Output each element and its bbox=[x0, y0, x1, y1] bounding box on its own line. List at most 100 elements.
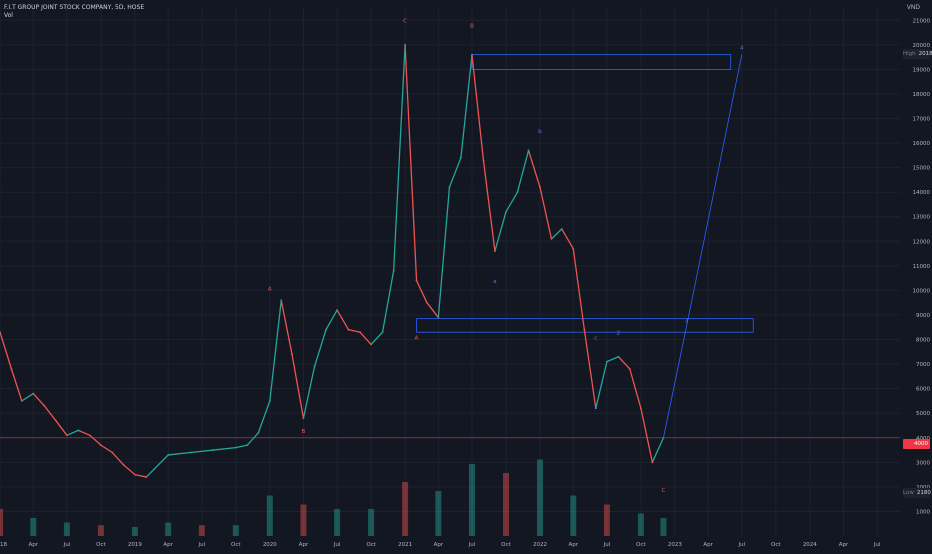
x-tick-label: Apr bbox=[163, 542, 173, 548]
price-point bbox=[189, 451, 192, 454]
price-point bbox=[268, 400, 271, 402]
y-tick-label: 13000 bbox=[913, 215, 931, 221]
price-segment bbox=[55, 419, 68, 436]
price-segment bbox=[167, 451, 192, 456]
volume-bar bbox=[603, 504, 610, 536]
price-segment bbox=[145, 454, 169, 478]
x-tick-label: Oct bbox=[366, 542, 376, 548]
price-segment bbox=[539, 186, 553, 240]
price-segment bbox=[43, 405, 57, 422]
price-point bbox=[347, 328, 350, 331]
price-point bbox=[516, 191, 519, 194]
price-segment bbox=[212, 446, 237, 451]
price-segment bbox=[347, 329, 361, 333]
wave-label: A bbox=[415, 336, 419, 342]
price-segment bbox=[606, 356, 620, 363]
price-point bbox=[617, 355, 620, 358]
price-point bbox=[65, 434, 68, 437]
price-segment bbox=[246, 432, 260, 446]
price-point bbox=[550, 237, 553, 240]
price-segment bbox=[190, 449, 214, 454]
price-point bbox=[302, 417, 305, 420]
price-point bbox=[111, 451, 114, 454]
price-zone-box bbox=[471, 54, 732, 70]
volume-legend: Vol bbox=[4, 12, 13, 19]
volume-bar bbox=[502, 473, 509, 536]
volume-bar bbox=[0, 509, 3, 536]
price-point bbox=[336, 309, 338, 311]
price-segment bbox=[505, 191, 519, 213]
price-segment bbox=[471, 54, 485, 161]
price-segment bbox=[66, 429, 80, 436]
price-point bbox=[404, 43, 406, 46]
price-point bbox=[359, 331, 361, 334]
volume-bar bbox=[165, 522, 172, 536]
price-point bbox=[640, 407, 642, 410]
volume-bar bbox=[198, 525, 205, 536]
projection-segment bbox=[685, 54, 743, 328]
price-point bbox=[32, 392, 35, 395]
price-point bbox=[482, 159, 485, 162]
wave-label: B bbox=[302, 429, 306, 435]
volume-bar bbox=[537, 459, 543, 536]
price-point bbox=[594, 407, 597, 410]
volume-bar bbox=[368, 509, 375, 536]
price-segment bbox=[527, 149, 541, 188]
y-tick-label: 18000 bbox=[913, 92, 931, 98]
low-label: Low bbox=[903, 490, 914, 496]
wave-label: 3 bbox=[685, 318, 689, 324]
price-segment bbox=[325, 309, 338, 331]
price-segment bbox=[21, 392, 34, 402]
price-segment bbox=[10, 368, 23, 402]
price-segment bbox=[302, 365, 316, 419]
price-point bbox=[20, 400, 23, 402]
price-segment bbox=[583, 329, 597, 409]
volume-bar bbox=[232, 525, 239, 536]
price-segment bbox=[336, 309, 350, 331]
price-segment bbox=[89, 434, 102, 446]
price-segment bbox=[235, 444, 248, 449]
price-point bbox=[560, 228, 563, 230]
price-segment bbox=[572, 248, 586, 331]
price-segment bbox=[77, 429, 91, 436]
price-segment bbox=[426, 302, 440, 319]
currency-label: VND bbox=[906, 4, 920, 11]
price-point bbox=[280, 299, 283, 302]
price-point bbox=[313, 365, 316, 368]
price-point bbox=[0, 331, 1, 334]
price-point bbox=[494, 250, 496, 253]
price-point bbox=[234, 446, 237, 449]
price-point bbox=[415, 279, 418, 282]
projection-segment bbox=[663, 327, 687, 438]
price-segment bbox=[257, 400, 271, 434]
price-segment bbox=[629, 368, 642, 409]
price-segment bbox=[561, 228, 574, 250]
y-tick-label: 1000 bbox=[916, 509, 930, 515]
price-segment bbox=[482, 159, 496, 252]
price-point bbox=[370, 343, 372, 346]
price-point bbox=[100, 444, 102, 447]
price-segment bbox=[122, 464, 136, 476]
x-tick-label: Oct bbox=[636, 542, 646, 548]
price-segment bbox=[32, 392, 46, 407]
wave-label: 4 bbox=[740, 46, 744, 52]
x-tick-label: Jul bbox=[468, 542, 476, 548]
x-tick-label: 2019 bbox=[128, 542, 142, 548]
price-point bbox=[437, 316, 440, 319]
x-tick-label: 2022 bbox=[533, 542, 547, 548]
price-segment bbox=[269, 299, 282, 402]
y-tick-label: 12000 bbox=[913, 239, 931, 245]
price-point bbox=[425, 301, 428, 304]
price-point bbox=[167, 454, 170, 456]
wave-label: C bbox=[403, 19, 407, 25]
price-point bbox=[583, 328, 586, 331]
y-tick-label: 20000 bbox=[913, 43, 931, 49]
wave-label: a bbox=[493, 279, 496, 285]
y-tick-label: 16000 bbox=[913, 141, 931, 147]
price-point bbox=[605, 360, 608, 363]
chart-legend: F.I.T GROUP JOINT STOCK COMPANY, 5D, HOS… bbox=[4, 4, 144, 20]
volume-bar bbox=[402, 482, 409, 536]
